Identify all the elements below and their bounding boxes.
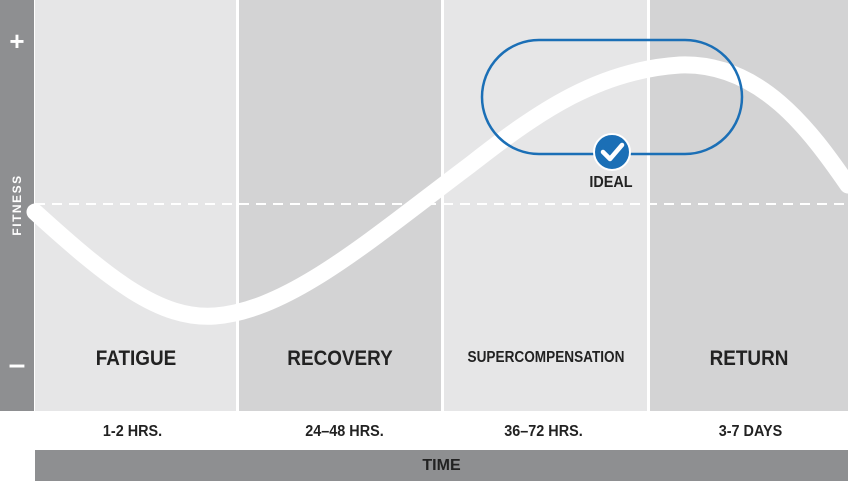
phase-return: RETURN bbox=[650, 0, 848, 411]
phase-label-fatigue: FATIGUE bbox=[95, 347, 177, 370]
fitness-plus-symbol: + bbox=[9, 26, 25, 56]
duration-fatigue: 1-2 HRS. bbox=[102, 423, 163, 440]
check-icon bbox=[600, 142, 625, 162]
ideal-label: IDEAL bbox=[589, 174, 633, 191]
time-axis-bar: TIME bbox=[35, 450, 848, 481]
phase-divider bbox=[236, 0, 239, 411]
check-badge-circle bbox=[593, 133, 631, 171]
ideal-check-badge bbox=[593, 133, 631, 171]
phase-divider bbox=[441, 0, 444, 411]
phase-fatigue: FATIGUE bbox=[35, 0, 237, 411]
phase-label-return: RETURN bbox=[709, 347, 789, 370]
phase-divider bbox=[647, 0, 650, 411]
supercompensation-diagram bbox=[26, 38, 848, 325]
time-axis-label: TIME bbox=[422, 457, 461, 474]
fitness-curve bbox=[26, 56, 848, 325]
fitness-axis: + FITNESS – bbox=[0, 0, 34, 411]
duration-supercompensation: 36–72 HRS. bbox=[504, 423, 583, 440]
phase-label-recovery: RECOVERY bbox=[287, 347, 393, 370]
phase-label-supercompensation: SUPERCOMPENSATION bbox=[467, 349, 625, 366]
phase-supercompensation: SUPERCOMPENSATION bbox=[444, 0, 648, 411]
duration-recovery: 24–48 HRS. bbox=[305, 423, 384, 440]
duration-return: 3-7 DAYS bbox=[718, 423, 783, 440]
fitness-minus-symbol: – bbox=[8, 348, 26, 381]
